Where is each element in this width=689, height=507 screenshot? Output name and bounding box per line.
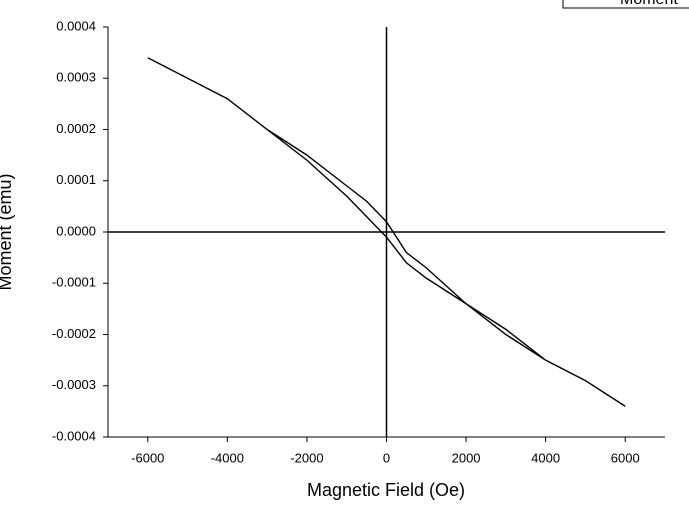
x-tick-label: 2000	[452, 450, 481, 465]
x-tick-label: 4000	[531, 450, 560, 465]
y-tick-label: 0.0004	[56, 18, 96, 33]
x-tick-label: -6000	[131, 450, 164, 465]
legend-label: Moment	[620, 0, 678, 8]
y-tick-label: 0.0000	[56, 223, 96, 238]
y-tick-label: 0.0001	[56, 172, 96, 187]
x-axis-label: Magnetic Field (Oe)	[307, 480, 465, 500]
y-axis-label: Moment (emu)	[0, 173, 15, 290]
x-tick-label: -4000	[211, 450, 244, 465]
x-tick-label: -2000	[290, 450, 323, 465]
legend-box	[562, 0, 689, 9]
y-tick-label: 0.0002	[56, 121, 96, 136]
x-tick-label: 0	[383, 450, 390, 465]
y-tick-label: -0.0004	[52, 428, 96, 443]
y-tick-label: -0.0002	[52, 326, 96, 341]
data-line	[147, 57, 626, 407]
y-tick-label: -0.0003	[52, 377, 96, 392]
y-tick-label: 0.0003	[56, 70, 96, 85]
x-tick-label: 6000	[611, 450, 640, 465]
y-tick-label: -0.0001	[52, 275, 96, 290]
